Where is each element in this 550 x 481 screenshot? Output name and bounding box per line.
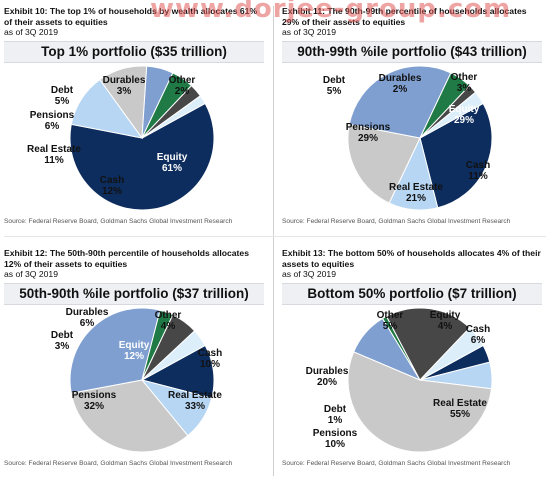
slice-label-equity: Equity 61% bbox=[157, 152, 188, 174]
chart-title-band: Top 1% portfolio ($35 trillion) bbox=[4, 41, 264, 63]
chart-title-band: 90th-99th %ile portfolio ($43 trillion) bbox=[282, 41, 542, 63]
exhibit-heading: Exhibit 12: The 50th-90th percentile of … bbox=[4, 248, 249, 269]
exhibit-panel-2: Exhibit 11: The 90th-99th percentile of … bbox=[280, 0, 545, 232]
as-of-date: as of 3Q 2019 bbox=[4, 27, 58, 37]
slice-label-debt: Debt 5% bbox=[51, 85, 74, 107]
pie-slice-other bbox=[419, 91, 484, 139]
pie-chart-1: Equity 61% Cash 12% Real Estate 11% Pensions 6%… bbox=[27, 65, 215, 211]
slice-label-equity: Equity 12% bbox=[119, 340, 150, 362]
slice-label-other: Other 2% bbox=[169, 75, 196, 97]
exhibit-heading: Exhibit 11: The 90th-99th percentile of … bbox=[282, 6, 527, 27]
chart-title: 90th-99th %ile portfolio ($43 trillion) bbox=[297, 44, 527, 59]
slice-label-other: Other 3% bbox=[451, 72, 478, 94]
slice-label-durables: Durables 20% bbox=[306, 366, 349, 388]
slice-label-durables: Durables 2% bbox=[379, 73, 422, 95]
source-note: Source: Federal Reserve Board, Goldman S… bbox=[4, 218, 233, 225]
pie-slices bbox=[347, 307, 493, 453]
pie-slice-other bbox=[141, 95, 206, 139]
chart-title: Top 1% portfolio ($35 trillion) bbox=[41, 44, 227, 59]
exhibit-heading: Exhibit 10: The top 1% of households by … bbox=[4, 6, 258, 27]
slice-label-real-estate: Real Estate 21% bbox=[389, 182, 443, 204]
slice-label-debt: Debt 5% bbox=[323, 75, 346, 97]
slice-label-real-estate: Real Estate 55% bbox=[433, 398, 487, 420]
pie-chart-4: Equity 4% Cash 6%Real Estate 55%Pensions 10%D… bbox=[306, 307, 493, 453]
exhibit-panel-3: Exhibit 12: The 50th-90th percentile of … bbox=[2, 242, 267, 474]
pie-chart-2: Equity 29% Cash 11% Real Estate 21% Pensions 29… bbox=[323, 65, 493, 211]
pie-slice-equity bbox=[69, 102, 215, 211]
slice-label-durables: Durables 6% bbox=[66, 307, 109, 329]
pie-slices bbox=[69, 307, 215, 453]
chart-title-band: Bottom 50% portfolio ($7 trillion) bbox=[282, 283, 542, 305]
slice-label-pensions: Pensions 6% bbox=[30, 110, 75, 132]
slice-label-durables: Durables 3% bbox=[103, 75, 146, 97]
pie-slice-pensions bbox=[348, 65, 452, 139]
slice-label-pensions: Pensions 32% bbox=[72, 390, 117, 412]
source-note: Source: Federal Reserve Board, Goldman S… bbox=[282, 218, 511, 225]
slice-label-debt: Debt 3% bbox=[51, 330, 74, 352]
chart-title: Bottom 50% portfolio ($7 trillion) bbox=[307, 286, 517, 301]
as-of-date: as of 3Q 2019 bbox=[4, 269, 58, 279]
chart-title: 50th-90th %ile portfolio ($37 trillion) bbox=[19, 286, 249, 301]
pie-slice-durables bbox=[385, 307, 471, 381]
pie-slice-pensions bbox=[69, 307, 161, 394]
horizontal-divider bbox=[4, 236, 546, 237]
pie-slice-other bbox=[141, 330, 206, 381]
slice-label-real-estate: Real Estate 11% bbox=[27, 144, 81, 166]
slice-label-other: Other 4% bbox=[155, 310, 182, 332]
slice-label-cash: Cash 6% bbox=[466, 324, 490, 346]
slice-label-equity: Equity 4% bbox=[430, 310, 461, 332]
slice-label-debt: Debt 1% bbox=[324, 404, 347, 426]
exhibit-panel-4: Exhibit 13: The bottom 50% of households… bbox=[280, 242, 545, 474]
slice-label-pensions: Pensions 29% bbox=[346, 122, 391, 144]
exhibit-panel-1: Exhibit 10: The top 1% of households by … bbox=[2, 0, 267, 232]
source-note: Source: Federal Reserve Board, Goldman S… bbox=[282, 460, 511, 467]
pie-slice-real-estate bbox=[347, 351, 493, 453]
slice-label-cash: Cash 12% bbox=[100, 175, 124, 197]
slice-label-cash: Cash 11% bbox=[466, 160, 490, 182]
vertical-divider bbox=[273, 6, 274, 476]
pie-slice-other bbox=[419, 327, 484, 381]
pie-slice-real-estate bbox=[347, 123, 421, 204]
slice-label-pensions: Pensions 10% bbox=[313, 428, 358, 450]
pie-chart-3: Equity 12% Cash 10% Real Estate 33% Pensions 32… bbox=[51, 307, 222, 453]
slice-label-real-estate: Real Estate 33% bbox=[168, 390, 222, 412]
pie-slices bbox=[69, 65, 215, 211]
pie-slice-equity bbox=[419, 102, 493, 209]
slice-label-equity: Equity 29% bbox=[449, 104, 480, 126]
slice-label-cash: Cash 10% bbox=[198, 348, 222, 370]
exhibit-heading: Exhibit 13: The bottom 50% of households… bbox=[282, 248, 541, 269]
as-of-date: as of 3Q 2019 bbox=[282, 27, 336, 37]
source-note: Source: Federal Reserve Board, Goldman S… bbox=[4, 460, 233, 467]
pie-slices bbox=[347, 65, 493, 211]
pie-slice-real-estate bbox=[70, 379, 189, 453]
slice-label-other: Other 5% bbox=[377, 310, 404, 332]
chart-title-band: 50th-90th %ile portfolio ($37 trillion) bbox=[4, 283, 264, 305]
as-of-date: as of 3Q 2019 bbox=[282, 269, 336, 279]
